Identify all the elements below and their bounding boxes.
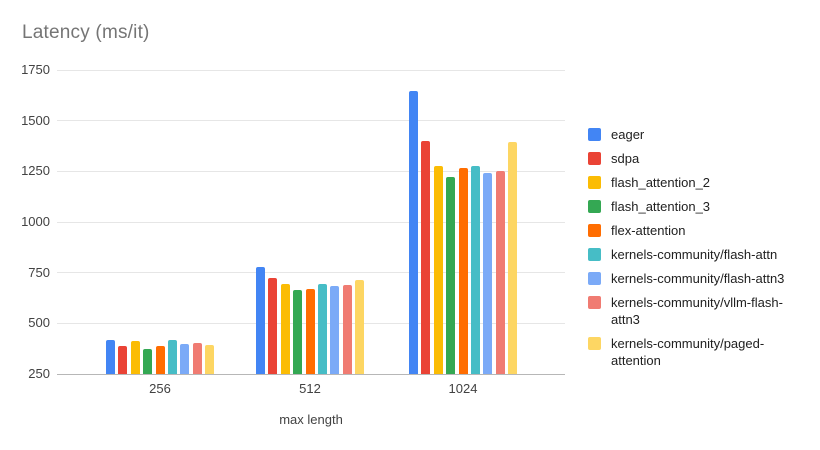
bar-kernels-community-flash-attn3-1024[interactable]	[483, 173, 493, 374]
bar-kernels-community-flash-attn-512[interactable]	[317, 284, 327, 374]
bar-flex-attention-256[interactable]	[155, 346, 165, 374]
legend-item-kernels-community-flash-attn3[interactable]: kernels-community/flash-attn3	[588, 270, 794, 287]
bar-flash-attention-3-1024[interactable]	[446, 177, 456, 374]
bar-kernels-community-flash-attn3-256[interactable]	[180, 343, 190, 374]
legend-item-kernels-community-paged-attention[interactable]: kernels-community/paged-attention	[588, 335, 794, 369]
gridline-1000	[57, 221, 565, 223]
bar-sdpa-512[interactable]	[268, 278, 278, 374]
bar-kernels-community-flash-attn-1024[interactable]	[470, 166, 480, 374]
legend-item-flash-attention-3[interactable]: flash_attention_3	[588, 198, 794, 215]
gridline-1750	[57, 69, 565, 71]
gridline-250	[57, 373, 565, 375]
legend-label: flex-attention	[611, 223, 686, 238]
legend-label: kernels-community/flash-attn	[611, 247, 778, 262]
bar-sdpa-256[interactable]	[118, 345, 128, 374]
legend-swatch-icon	[588, 224, 601, 237]
bar-flex-attention-1024[interactable]	[458, 167, 468, 374]
bar-kernels-community-vllm-flash-attn3-512[interactable]	[342, 285, 352, 374]
y-tick-label-500: 500	[28, 315, 50, 331]
x-axis-title: max length	[279, 412, 343, 427]
x-tick-label-512: 512	[299, 381, 321, 396]
legend-label: eager	[611, 127, 645, 142]
chart-title: Latency (ms/it)	[22, 22, 150, 43]
legend-swatch-icon	[588, 152, 601, 165]
bar-eager-256[interactable]	[105, 339, 115, 374]
legend-item-kernels-community-vllm-flash-attn3[interactable]: kernels-community/vllm-flash-attn3	[588, 294, 794, 328]
legend-swatch-icon	[588, 272, 601, 285]
gridline-1500	[57, 120, 565, 122]
y-tick-label-1250: 1250	[21, 163, 50, 179]
legend-label: kernels-community/flash-attn3	[611, 271, 785, 286]
x-tick-label-1024: 1024	[448, 381, 478, 396]
bar-flash-attention-3-512[interactable]	[293, 290, 303, 374]
x-tick-label-256: 256	[149, 381, 171, 396]
legend-label: kernels-community/vllm-flash-attn3	[611, 295, 783, 327]
legend-swatch-icon	[588, 200, 601, 213]
bar-flash-attention-2-256[interactable]	[130, 341, 140, 374]
legend-label: sdpa	[611, 151, 640, 166]
y-tick-label-1750: 1750	[21, 62, 50, 77]
bar-flash-attention-2-512[interactable]	[280, 283, 290, 374]
bar-kernels-community-vllm-flash-attn3-1024[interactable]	[495, 170, 505, 374]
gridline-1250	[57, 170, 565, 172]
legend-label: kernels-community/paged-attention	[611, 336, 765, 368]
bar-eager-512[interactable]	[255, 266, 265, 374]
bar-kernels-community-paged-attention-1024[interactable]	[508, 142, 518, 374]
legend-item-sdpa[interactable]: sdpa	[588, 150, 794, 167]
legend-label: flash_attention_3	[611, 199, 711, 214]
legend: eager sdpa flash_attention_2 flash_attentio…	[588, 126, 794, 376]
legend-swatch-icon	[588, 176, 601, 189]
y-tick-label-1500: 1500	[21, 112, 50, 128]
bar-flash-attention-3-256[interactable]	[143, 348, 153, 374]
legend-swatch-icon	[588, 128, 601, 141]
plot-area[interactable]	[57, 69, 565, 375]
legend-swatch-icon	[588, 248, 601, 261]
legend-swatch-icon	[588, 296, 601, 309]
bar-kernels-community-paged-attention-512[interactable]	[355, 280, 365, 374]
legend-label: flash_attention_2	[611, 175, 711, 190]
legend-item-kernels-community-flash-attn[interactable]: kernels-community/flash-attn	[588, 246, 794, 263]
legend-item-eager[interactable]: eager	[588, 126, 794, 143]
legend-swatch-icon	[588, 337, 601, 350]
bar-eager-1024[interactable]	[408, 91, 418, 374]
bar-kernels-community-flash-attn3-512[interactable]	[330, 285, 340, 374]
legend-item-flash-attention-2[interactable]: flash_attention_2	[588, 174, 794, 191]
bar-flash-attention-2-1024[interactable]	[433, 166, 443, 374]
bar-sdpa-1024[interactable]	[421, 140, 431, 374]
bar-kernels-community-paged-attention-256[interactable]	[205, 345, 215, 374]
bar-kernels-community-vllm-flash-attn3-256[interactable]	[192, 342, 202, 374]
bar-flex-attention-512[interactable]	[305, 288, 315, 374]
gridline-750	[57, 272, 565, 274]
legend-item-flex-attention[interactable]: flex-attention	[588, 222, 794, 239]
y-tick-label-1000: 1000	[21, 214, 50, 229]
bar-kernels-community-flash-attn-256[interactable]	[167, 340, 177, 374]
y-tick-label-750: 750	[28, 264, 50, 280]
y-tick-label-250: 250	[28, 366, 50, 381]
